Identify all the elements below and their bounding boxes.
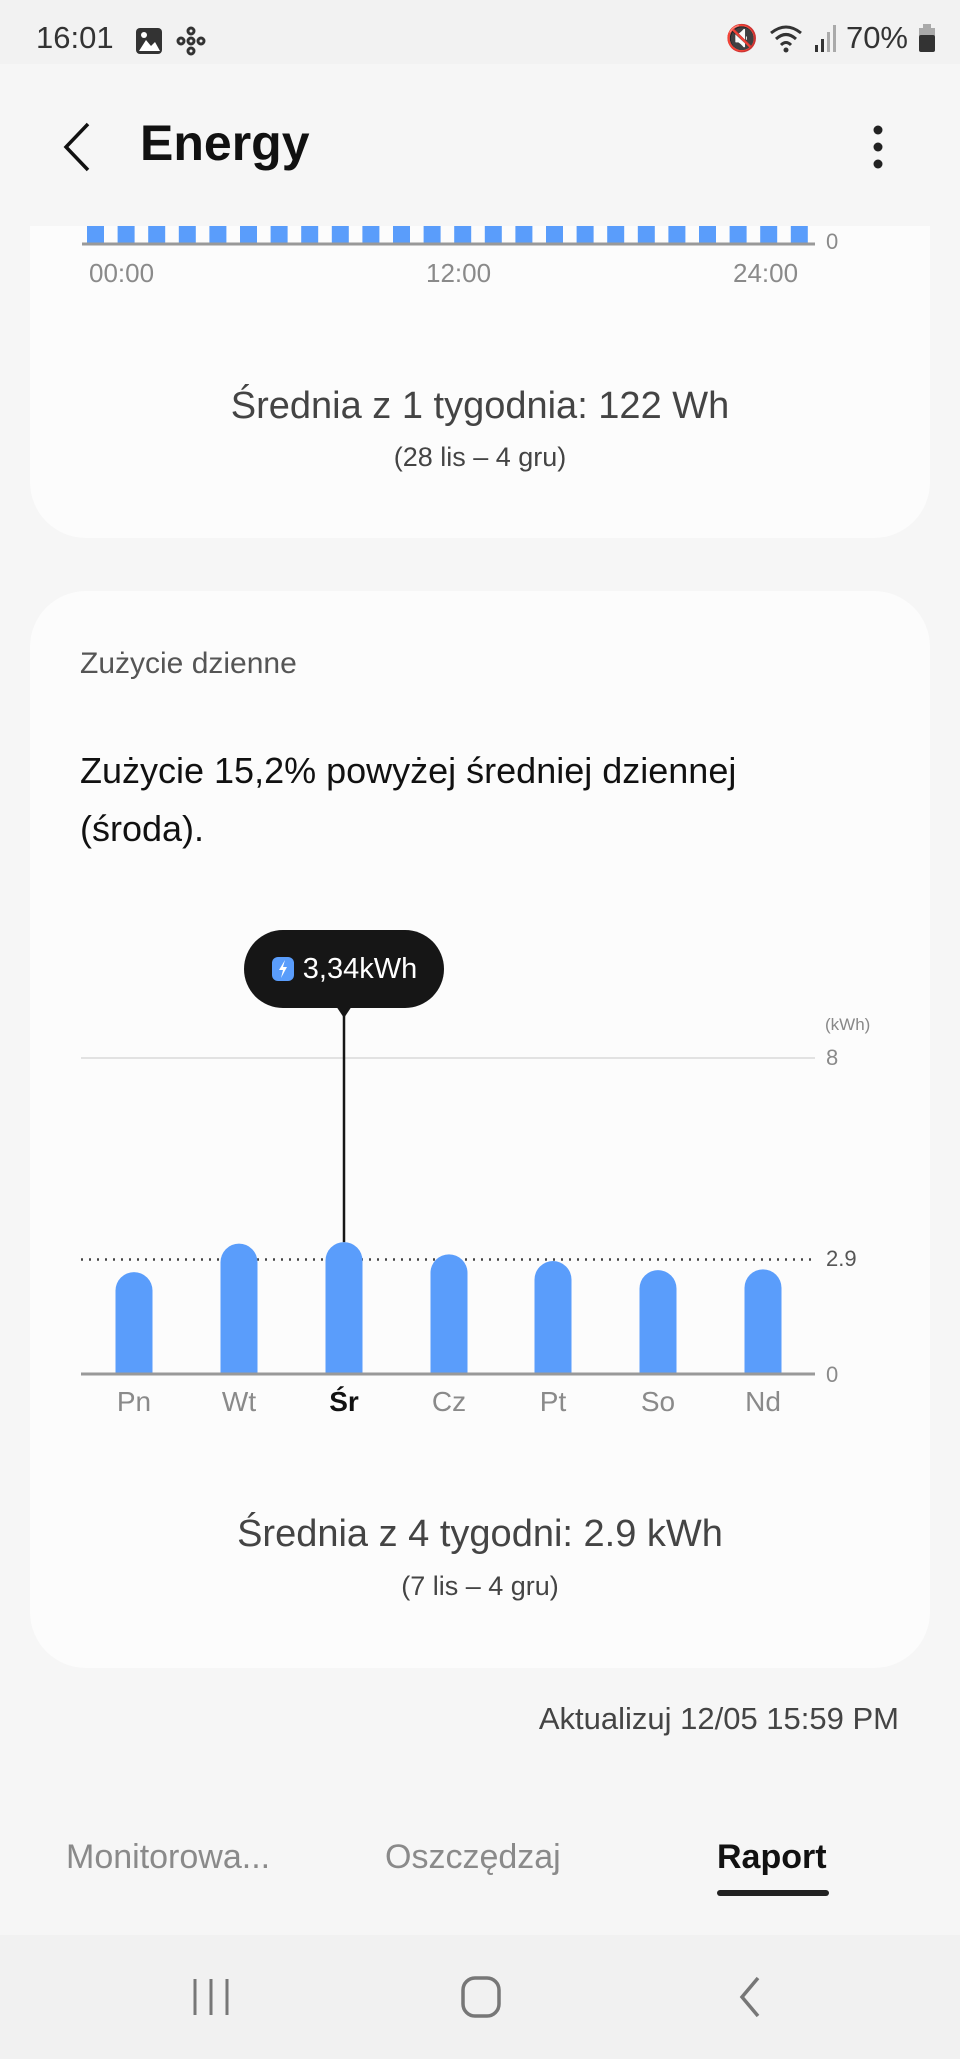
hourly-bar [423, 226, 441, 244]
weekly-range: (28 lis – 4 gru) [393, 442, 567, 472]
lightning-icon [271, 957, 294, 981]
y-tick-label: 8 [826, 1045, 839, 1070]
signal-icon [814, 25, 836, 52]
daily-chart [81, 1006, 815, 1376]
hourly-bar [729, 226, 747, 244]
hourly-bar [760, 226, 778, 244]
four-week-average: Średnia z 4 tygodni: 2.9 kWh [237, 1513, 723, 1555]
last-updated: Aktualizuj 12/05 15:59 PM [538, 1701, 899, 1736]
page-title: Energy [140, 115, 310, 171]
hourly-bar [117, 226, 135, 244]
y-tick-label: 0 [826, 229, 839, 254]
mute-icon: 🔇 [725, 22, 758, 53]
bar-Cz [430, 1254, 468, 1374]
usage-headline: Zużycie 15,2% powyżej średniej dziennej … [80, 750, 737, 849]
x-tick-label[interactable]: Pt [539, 1386, 567, 1417]
hourly-bar [515, 226, 533, 244]
hourly-bar [699, 226, 716, 244]
hourly-bar [393, 226, 410, 244]
bar-So [639, 1270, 677, 1374]
tab-monitor[interactable]: Monitorowa... [66, 1838, 271, 1876]
hourly-bar [362, 226, 380, 244]
hourly-bar [546, 226, 563, 244]
hourly-bar [270, 226, 288, 244]
battery-level: 70% [845, 20, 908, 55]
hourly-bar [178, 226, 196, 244]
weekly-average: Średnia z 1 tygodnia: 122 Wh [230, 385, 730, 427]
recent-apps-icon[interactable] [190, 1975, 234, 2019]
hourly-chart [82, 226, 815, 246]
x-tick-label[interactable]: Pn [116, 1386, 152, 1417]
wifi-icon [770, 25, 802, 53]
back-button[interactable] [56, 120, 96, 174]
x-tick-label[interactable]: Nd [745, 1386, 781, 1417]
hourly-bar [301, 226, 319, 244]
y-axis-unit: (kWh) [825, 1015, 871, 1034]
daily-usage-card [30, 591, 930, 1668]
hourly-usage-card [30, 226, 930, 538]
back-icon[interactable] [736, 1975, 766, 2019]
hourly-bar [148, 226, 166, 244]
x-tick-label: 24:00 [733, 258, 799, 288]
bottom-tabs: Monitorowa... Oszczędzaj Raport [0, 1830, 960, 1930]
battery-icon [919, 24, 935, 52]
card-title: Zużycie dzienne [80, 647, 297, 680]
hourly-bar [484, 226, 502, 244]
x-tick-label[interactable]: Śr [329, 1386, 359, 1417]
hourly-bar [331, 226, 349, 244]
more-options-button[interactable] [864, 124, 892, 172]
navigation-bar [0, 1935, 960, 2059]
hourly-bar [607, 226, 625, 244]
x-tick-label[interactable]: Cz [431, 1386, 467, 1417]
bar-Pt [534, 1261, 572, 1374]
tab-save[interactable]: Oszczędzaj [385, 1838, 561, 1876]
hourly-bar [209, 226, 227, 244]
hourly-bar [454, 226, 472, 244]
bar-Nd [744, 1269, 782, 1374]
x-tick-label: 12:00 [426, 258, 492, 288]
x-tick-label: 00:00 [89, 258, 155, 288]
value-tooltip: 3,34kWh [244, 930, 444, 1008]
hourly-bar [576, 226, 594, 244]
tab-report[interactable]: Raport [717, 1838, 827, 1876]
tooltip-pointer [336, 1006, 352, 1018]
hourly-bar [790, 226, 808, 244]
image-icon [136, 28, 162, 54]
bar-Pn [115, 1272, 153, 1374]
status-time: 16:01 [36, 20, 114, 55]
status-bar: 16:01 🔇 70% [0, 0, 960, 64]
tooltip-value: 3,34kWh [302, 952, 418, 985]
network-icon [176, 26, 206, 56]
home-icon[interactable] [460, 1975, 504, 2019]
hourly-bar [668, 226, 686, 244]
hourly-bar [87, 226, 104, 244]
x-tick-label[interactable]: Wt [221, 1386, 257, 1417]
hourly-bar [240, 226, 257, 244]
active-tab-indicator [717, 1890, 829, 1896]
x-tick-label[interactable]: So [640, 1386, 676, 1417]
y-tick-label-average: 2.9 [826, 1246, 857, 1271]
y-tick-label: 0 [826, 1362, 839, 1387]
four-week-range: (7 lis – 4 gru) [401, 1571, 559, 1601]
bar-Śr [325, 1242, 363, 1374]
hourly-bar [637, 226, 655, 244]
bar-Wt [220, 1243, 258, 1374]
